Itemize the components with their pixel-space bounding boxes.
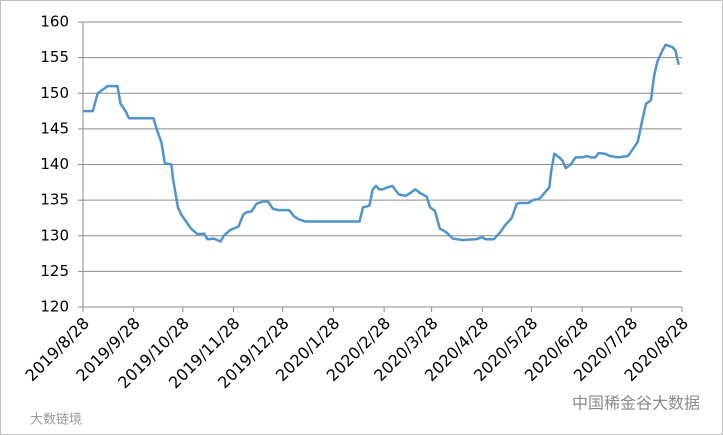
y-tick-label: 130: [40, 226, 69, 244]
y-tick-label: 150: [40, 84, 69, 102]
watermark-left: 大数链境: [30, 413, 82, 428]
data-line: [83, 43, 680, 243]
y-tick-label: 135: [40, 191, 69, 209]
y-tick-label: 125: [40, 262, 69, 280]
y-tick-label: 155: [40, 48, 69, 66]
y-tick-label: 160: [40, 13, 69, 31]
y-tick-label: 140: [40, 155, 69, 173]
y-tick-label: 145: [40, 119, 69, 137]
watermark-right: 中国稀金谷大数据: [572, 394, 700, 413]
y-tick-label: 120: [40, 298, 69, 316]
